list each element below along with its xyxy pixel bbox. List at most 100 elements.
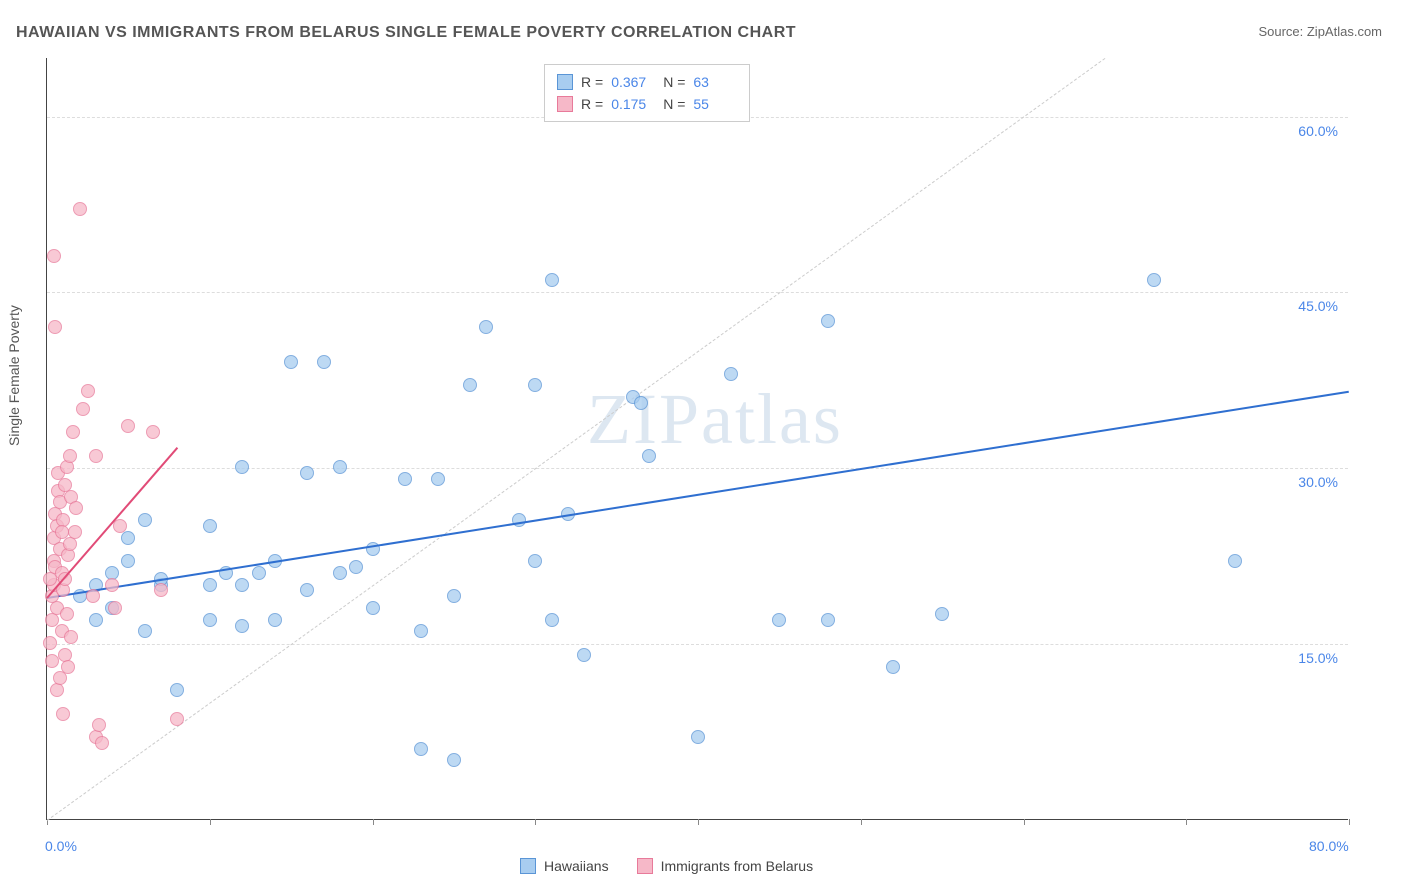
data-point xyxy=(81,384,95,398)
legend-item: Hawaiians xyxy=(520,858,609,874)
data-point xyxy=(414,624,428,638)
x-tick-label: 80.0% xyxy=(1309,838,1349,854)
data-point xyxy=(53,671,67,685)
watermark: ZIPatlas xyxy=(587,378,843,461)
data-point xyxy=(63,537,77,551)
data-point xyxy=(821,314,835,328)
x-tick xyxy=(210,819,211,825)
data-point xyxy=(235,619,249,633)
data-point xyxy=(349,560,363,574)
x-tick xyxy=(373,819,374,825)
data-point xyxy=(170,683,184,697)
legend-label: Immigrants from Belarus xyxy=(661,858,813,874)
data-point xyxy=(268,613,282,627)
data-point xyxy=(634,396,648,410)
data-point xyxy=(252,566,266,580)
data-point xyxy=(333,566,347,580)
data-point xyxy=(545,273,559,287)
data-point xyxy=(1228,554,1242,568)
legend-label: Hawaiians xyxy=(544,858,609,874)
y-tick-label: 60.0% xyxy=(1298,123,1338,139)
data-point xyxy=(447,589,461,603)
data-point xyxy=(121,531,135,545)
data-point xyxy=(89,613,103,627)
data-point xyxy=(89,449,103,463)
data-point xyxy=(45,654,59,668)
gridline xyxy=(47,292,1348,293)
x-tick xyxy=(1349,819,1350,825)
data-point xyxy=(56,707,70,721)
data-point xyxy=(463,378,477,392)
data-point xyxy=(95,736,109,750)
data-point xyxy=(724,367,738,381)
data-point xyxy=(69,501,83,515)
data-point xyxy=(64,630,78,644)
data-point xyxy=(58,478,72,492)
data-point xyxy=(76,402,90,416)
data-point xyxy=(50,683,64,697)
data-point xyxy=(284,355,298,369)
data-point xyxy=(203,519,217,533)
data-point xyxy=(414,742,428,756)
data-point xyxy=(333,460,347,474)
data-point xyxy=(235,460,249,474)
data-point xyxy=(235,578,249,592)
chart-title: HAWAIIAN VS IMMIGRANTS FROM BELARUS SING… xyxy=(16,24,796,42)
data-point xyxy=(170,712,184,726)
diagonal-guide xyxy=(47,58,1105,821)
data-point xyxy=(300,466,314,480)
data-point xyxy=(55,525,69,539)
data-point xyxy=(92,718,106,732)
data-point xyxy=(86,589,100,603)
gridline xyxy=(47,644,1348,645)
data-point xyxy=(545,613,559,627)
y-axis-label: Single Female Poverty xyxy=(6,305,22,446)
data-point xyxy=(366,601,380,615)
data-point xyxy=(528,378,542,392)
source-label: Source: ZipAtlas.com xyxy=(1258,24,1382,39)
data-point xyxy=(48,320,62,334)
regression-line xyxy=(47,391,1349,599)
legend-swatch xyxy=(557,74,573,90)
data-point xyxy=(300,583,314,597)
data-point xyxy=(154,583,168,597)
data-point xyxy=(121,419,135,433)
legend-stats-row: R =0.175N =55 xyxy=(557,93,737,115)
data-point xyxy=(577,648,591,662)
x-tick xyxy=(861,819,862,825)
legend-bottom: Hawaiians Immigrants from Belarus xyxy=(520,858,813,874)
data-point xyxy=(691,730,705,744)
data-point xyxy=(886,660,900,674)
legend-swatch xyxy=(637,858,653,874)
legend-stats-row: R =0.367N =63 xyxy=(557,71,737,93)
data-point xyxy=(108,601,122,615)
stat-r-label: R = xyxy=(581,71,603,93)
data-point xyxy=(479,320,493,334)
x-tick xyxy=(535,819,536,825)
data-point xyxy=(1147,273,1161,287)
data-point xyxy=(146,425,160,439)
legend-stats-box: R =0.367N =63R =0.175N =55 xyxy=(544,64,750,122)
data-point xyxy=(43,572,57,586)
y-tick-label: 30.0% xyxy=(1298,474,1338,490)
chart-plot-area: ZIPatlas 15.0%30.0%45.0%60.0%0.0%80.0% xyxy=(46,58,1348,820)
data-point xyxy=(203,613,217,627)
data-point xyxy=(642,449,656,463)
data-point xyxy=(447,753,461,767)
y-tick-label: 15.0% xyxy=(1298,650,1338,666)
stat-n-label: N = xyxy=(663,93,685,115)
data-point xyxy=(821,613,835,627)
data-point xyxy=(528,554,542,568)
legend-swatch xyxy=(557,96,573,112)
stat-n-label: N = xyxy=(663,71,685,93)
data-point xyxy=(772,613,786,627)
legend-item: Immigrants from Belarus xyxy=(637,858,813,874)
legend-swatch xyxy=(520,858,536,874)
y-tick-label: 45.0% xyxy=(1298,298,1338,314)
data-point xyxy=(43,636,57,650)
x-tick xyxy=(1024,819,1025,825)
stat-r-label: R = xyxy=(581,93,603,115)
data-point xyxy=(935,607,949,621)
data-point xyxy=(138,513,152,527)
data-point xyxy=(47,249,61,263)
